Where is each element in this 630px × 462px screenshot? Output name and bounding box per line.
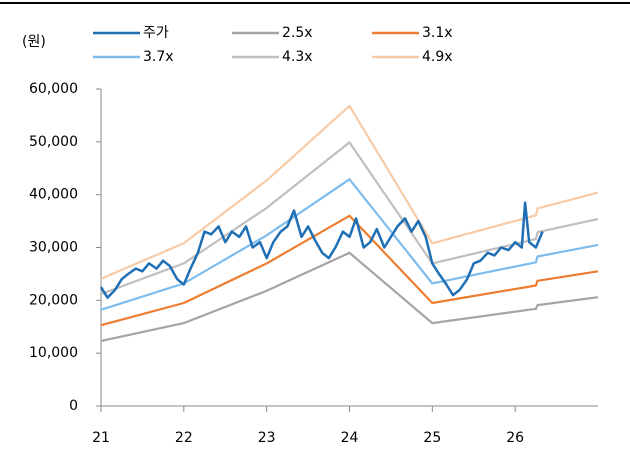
y-tick-label: 40,000 [29, 187, 78, 203]
legend-label: 주가 [143, 25, 169, 41]
x-tick-label: 24 [341, 430, 359, 446]
series-line [100, 178, 599, 311]
legend-label: 2.5x [282, 25, 313, 41]
y-tick-label: 60,000 [29, 81, 78, 97]
y-tick-label: 50,000 [29, 134, 78, 150]
y-tick-label: 20,000 [29, 292, 78, 308]
y-tick-label: 10,000 [29, 345, 78, 361]
x-tick-label: 21 [92, 430, 110, 446]
legend-label: 4.9x [422, 49, 453, 65]
legend-label: 3.7x [143, 49, 174, 65]
x-tick-label: 23 [258, 430, 276, 446]
x-tick-label: 26 [506, 430, 524, 446]
x-tick-label: 22 [175, 430, 193, 446]
series-line [100, 214, 599, 327]
series-line [100, 104, 599, 280]
series-line [100, 251, 599, 343]
series-line [99, 201, 544, 299]
x-tick-label: 25 [423, 430, 441, 446]
y-tick-label: 0 [69, 398, 78, 414]
legend-label: 4.3x [282, 49, 313, 65]
y-tick-label: 30,000 [29, 240, 78, 256]
legend-label: 3.1x [422, 25, 453, 41]
unit-label: (원) [22, 34, 46, 50]
